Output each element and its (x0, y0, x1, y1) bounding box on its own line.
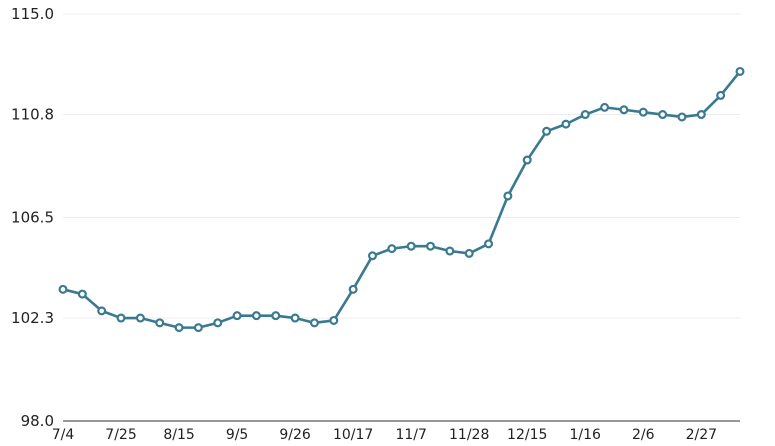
series-line (62, 70, 742, 329)
data-point (290, 313, 300, 323)
x-tick-label: 9/26 (279, 427, 311, 443)
y-tick-label: 110.8 (11, 106, 54, 124)
data-point (426, 241, 436, 251)
series (58, 66, 745, 333)
data-point (464, 248, 474, 258)
data-point (735, 66, 745, 76)
data-point (619, 105, 629, 115)
data-point (561, 119, 571, 129)
data-point (542, 126, 552, 136)
data-point (503, 191, 513, 201)
x-tick-label: 11/28 (449, 427, 489, 443)
x-tick-label: 10/17 (333, 427, 373, 443)
data-point (174, 323, 184, 333)
data-point (193, 323, 203, 333)
data-point (716, 90, 726, 100)
data-point (367, 251, 377, 261)
data-point (135, 313, 145, 323)
data-point (155, 318, 165, 328)
data-point (271, 311, 281, 321)
data-point (58, 284, 68, 294)
data-point (638, 107, 648, 117)
x-tick-label: 1/16 (570, 427, 602, 443)
x-tick-label: 8/15 (163, 427, 194, 443)
x-tick-label: 9/5 (226, 427, 249, 443)
x-tick-label: 7/25 (105, 427, 136, 443)
data-point (348, 284, 358, 294)
x-tick-labels: 7/4 7/25 8/15 9/5 9/26 10/17 11/7 11/28 12/15 1/1… (52, 427, 717, 443)
data-point (116, 313, 126, 323)
data-point (600, 102, 610, 112)
data-point (658, 110, 668, 120)
x-tick-label: 7/4 (52, 427, 75, 443)
data-point (251, 311, 261, 321)
x-tick-label: 11/7 (395, 427, 426, 443)
data-point (677, 112, 687, 122)
data-point (387, 244, 397, 254)
data-point (484, 239, 494, 249)
data-point (77, 289, 87, 299)
data-point (406, 241, 416, 251)
y-tick-labels: 115.0 110.8 106.5 102.3 98.0 (11, 5, 54, 430)
x-tick-label: 2/27 (686, 427, 717, 443)
y-tick-label: 102.3 (11, 309, 54, 327)
data-point (580, 110, 590, 120)
y-tick-label: 98.0 (21, 412, 54, 430)
data-point (97, 306, 107, 316)
y-tick-label: 115.0 (11, 5, 54, 23)
y-tick-label: 106.5 (11, 209, 54, 227)
x-tick-label: 12/15 (507, 427, 547, 443)
data-point (309, 318, 319, 328)
x-tick-label: 2/6 (632, 427, 655, 443)
data-point (329, 315, 339, 325)
data-point (232, 311, 242, 321)
data-point (213, 318, 223, 328)
gridlines (63, 13, 740, 319)
data-point (522, 155, 532, 165)
data-point (445, 246, 455, 256)
data-point (696, 110, 706, 120)
